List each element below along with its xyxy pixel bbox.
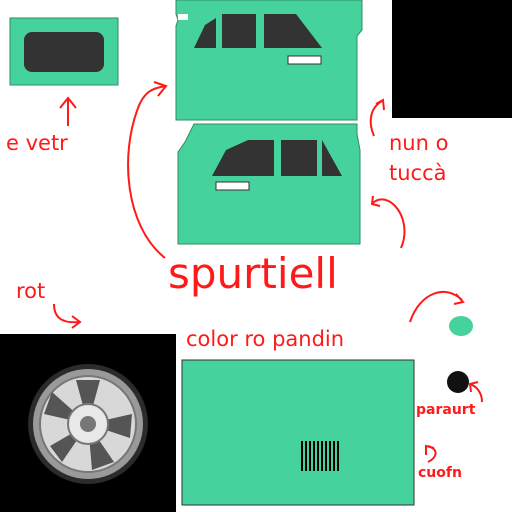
black-color-dot: [447, 371, 469, 393]
label-bumper: paraurt: [416, 402, 476, 418]
arrow-rot: [53, 303, 82, 329]
label-tucca: tuccà: [389, 161, 447, 185]
body-color-panel: [181, 359, 415, 506]
arrow-tucca: [370, 195, 406, 249]
windshield-swatch: [9, 17, 119, 86]
side-panel-top: [175, 0, 363, 121]
label-side-panels: spurtiell: [168, 249, 338, 298]
annotation-arrows: [53, 81, 483, 463]
wheel-rim: [28, 364, 148, 484]
label-body-color: color ro pandin: [186, 327, 345, 351]
black-corner-top-right: [392, 0, 512, 118]
arrow-nun: [369, 98, 385, 137]
side-panel-bottom: [177, 123, 361, 245]
label-windshield: e vetr: [6, 131, 68, 155]
arrow-paraurt: [468, 381, 483, 403]
arrow-green-dot: [409, 291, 465, 323]
arrow-cuofn: [425, 444, 437, 463]
green-color-dot: [449, 316, 473, 336]
label-wheel: rot: [16, 279, 46, 303]
arrow-vetr: [59, 96, 77, 126]
label-nun-o: nun o: [389, 131, 449, 155]
label-hood: cuofn: [418, 465, 462, 481]
arrow-spurtiell: [127, 81, 168, 259]
